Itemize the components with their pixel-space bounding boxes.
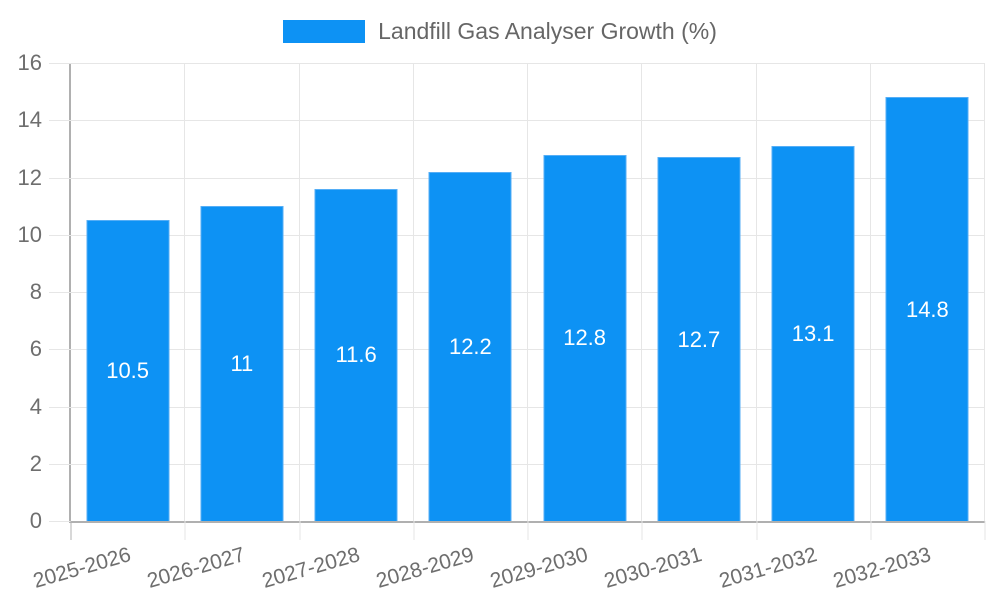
category-cell: 12.7 2030-2031	[602, 63, 757, 593]
x-axis-tick	[756, 521, 757, 540]
x-axis-tick	[641, 521, 643, 540]
legend-item[interactable]: Landfill Gas Analyser Growth (%)	[283, 18, 717, 45]
category-cell: 14.8 2032-2033	[831, 63, 985, 593]
bar-value-label: 12.2	[448, 333, 492, 359]
gridline-horizontal	[71, 177, 985, 179]
y-axis-tick-label: 2	[29, 450, 42, 476]
y-axis-tick	[49, 349, 71, 351]
x-axis-tick	[413, 521, 415, 540]
category-cell: 10.5 2025-2026	[31, 63, 186, 593]
x-axis-tick	[527, 521, 529, 540]
bar-2029-2030[interactable]: 12.8	[543, 154, 627, 521]
gridline-horizontal	[71, 234, 985, 236]
y-axis-tick	[49, 234, 71, 236]
bar-2032-2033[interactable]: 14.8	[885, 97, 969, 521]
x-axis-tick	[70, 521, 72, 540]
x-axis-tick	[984, 521, 986, 540]
plot-area: 10.5 2025-2026 11 2026-2027 11.6 2027-2028 12.…	[18, 52, 986, 593]
y-axis-tick	[49, 120, 71, 122]
legend: Landfill Gas Analyser Growth (%)	[0, 18, 1000, 45]
y-axis-tick-label: 4	[29, 393, 42, 419]
bar-2026-2027[interactable]: 11	[200, 206, 284, 521]
category-cell: 12.8 2029-2030	[488, 63, 643, 593]
bar-value-label: 14.8	[905, 296, 949, 322]
y-axis-tick-label: 0	[29, 508, 42, 533]
y-axis-tick-label: 12	[17, 164, 42, 190]
bar-value-label: 12.8	[563, 325, 607, 351]
x-axis-category-label: 2025-2026	[30, 543, 134, 593]
x-axis-category-label: 2027-2028	[259, 543, 363, 593]
y-axis-tick-label: 16	[17, 50, 42, 75]
x-axis-tick	[299, 521, 300, 540]
x-axis-category-label: 2029-2030	[487, 543, 591, 593]
bar-2028-2029[interactable]: 12.2	[428, 171, 512, 521]
y-axis-tick-label: 10	[17, 221, 42, 247]
bar-value-label: 10.5	[106, 358, 150, 384]
x-axis-category-label: 2028-2029	[373, 543, 477, 593]
bars-container: 10.5 2025-2026 11 2026-2027 11.6 2027-2028 12.…	[31, 63, 985, 593]
y-axis-tick	[49, 521, 71, 522]
x-axis-category-label: 2031-2032	[716, 543, 820, 593]
x-axis-category-label: 2030-2031	[602, 543, 705, 593]
x-axis-tick	[184, 521, 186, 540]
gridline-horizontal	[71, 292, 985, 293]
gridline-horizontal	[71, 406, 985, 408]
y-axis-tick	[49, 292, 71, 293]
y-axis-tick-label: 8	[29, 279, 42, 304]
x-axis-category-label: 2026-2027	[145, 543, 248, 593]
y-axis-tick-label: 6	[29, 336, 42, 362]
bar-2027-2028[interactable]: 11.6	[314, 188, 398, 521]
bar-value-label: 11	[230, 351, 254, 377]
x-axis-category-label: 2032-2033	[830, 543, 934, 593]
bar-value-label: 11.6	[335, 342, 377, 368]
gridline-horizontal	[71, 120, 985, 122]
y-axis-tick	[49, 463, 71, 465]
x-axis-tick	[870, 521, 872, 540]
y-axis-tick	[49, 63, 71, 64]
y-axis-tick-label: 14	[17, 107, 42, 133]
y-axis-tick	[49, 177, 71, 179]
legend-label: Landfill Gas Analyser Growth (%)	[378, 18, 717, 44]
legend-swatch-icon	[283, 20, 366, 43]
category-cell: 11 2026-2027	[145, 63, 300, 593]
category-cell: 11.6 2027-2028	[259, 63, 414, 593]
gridline-horizontal	[71, 349, 985, 351]
bar-2031-2032[interactable]: 13.1	[771, 146, 855, 521]
gridline-horizontal	[71, 463, 985, 465]
category-cell: 12.2 2028-2029	[374, 63, 528, 593]
y-axis-tick	[49, 406, 71, 408]
bar-value-label: 12.7	[677, 326, 721, 352]
gridline-horizontal	[71, 63, 985, 64]
bar-value-label: 13.1	[791, 321, 835, 346]
bar-2030-2031[interactable]: 12.7	[657, 157, 741, 521]
category-cell: 13.1 2031-2032	[716, 63, 871, 593]
bar-2025-2026[interactable]: 10.5	[86, 220, 170, 521]
